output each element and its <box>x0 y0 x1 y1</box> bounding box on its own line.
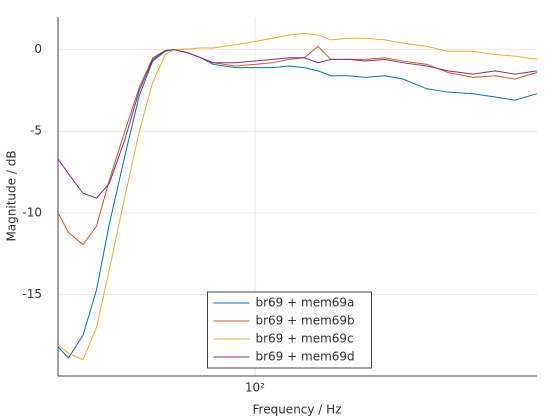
y-axis-label: Magnitude / dB <box>5 150 19 241</box>
y-tick-label: 0 <box>34 42 42 56</box>
y-tick-label: -15 <box>22 287 42 301</box>
legend-label: br69 + mem69d <box>256 350 355 364</box>
legend-label: br69 + mem69b <box>256 314 355 328</box>
legend-label: br69 + mem69a <box>256 296 355 310</box>
series-line <box>57 45 538 246</box>
series-line <box>57 49 538 199</box>
series-line <box>57 49 538 359</box>
legend-label: br69 + mem69c <box>256 332 354 346</box>
legend-box <box>207 291 372 369</box>
x-axis-label: Frequency / Hz <box>253 403 342 417</box>
y-tick-label: -10 <box>22 205 42 219</box>
x-tick-label: 10² <box>245 381 265 395</box>
y-tick-label: -5 <box>30 124 42 138</box>
series-line <box>57 32 538 361</box>
